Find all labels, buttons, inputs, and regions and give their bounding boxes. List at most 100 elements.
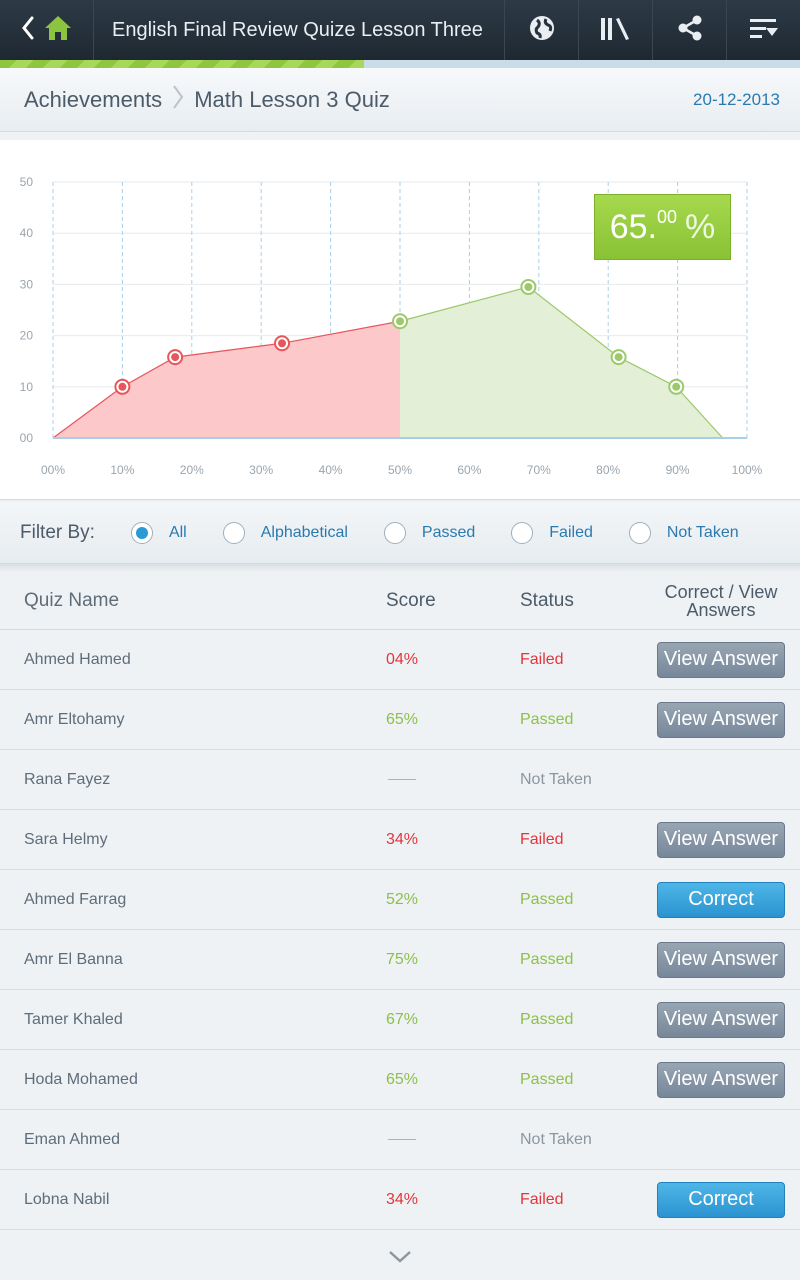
lesson-progress-bar bbox=[0, 60, 800, 68]
table-row: Lobna Nabil 34% Failed Correct bbox=[0, 1170, 800, 1230]
header-score: Score bbox=[386, 589, 436, 611]
quiz-name-cell: Ahmed Farrag bbox=[24, 890, 127, 908]
x-tick-label: 40% bbox=[319, 463, 343, 477]
status-cell: Passed bbox=[520, 1070, 574, 1088]
divider bbox=[0, 564, 800, 572]
load-more-button[interactable] bbox=[384, 1246, 416, 1268]
correct-button[interactable]: Correct bbox=[657, 1181, 785, 1218]
header-status: Status bbox=[520, 589, 574, 611]
status-cell: Failed bbox=[520, 650, 564, 668]
status-cell: Failed bbox=[520, 830, 564, 848]
share-icon bbox=[676, 14, 704, 47]
globe-icon bbox=[528, 14, 556, 47]
library-icon bbox=[599, 14, 633, 47]
home-icon bbox=[43, 14, 73, 47]
status-cell: Passed bbox=[520, 710, 574, 728]
sort-menu-icon bbox=[748, 14, 780, 47]
quiz-name-cell: Tamer Khaled bbox=[24, 1010, 123, 1028]
filter-failed[interactable]: Failed bbox=[511, 521, 593, 544]
filter-option-label: Passed bbox=[421, 523, 476, 541]
y-tick-label: 10 bbox=[20, 380, 34, 394]
x-tick-label: 00% bbox=[41, 463, 65, 477]
table-row: Tamer Khaled 67% Passed View Answer bbox=[0, 990, 800, 1050]
radio-icon bbox=[130, 521, 153, 544]
library-button[interactable] bbox=[578, 0, 652, 60]
view-answer-button[interactable]: View Answer bbox=[657, 701, 785, 738]
score-value: 52% bbox=[386, 890, 419, 908]
no-score-dash bbox=[388, 778, 416, 780]
table-row: Rana Fayez Not Taken bbox=[0, 750, 800, 810]
filter-option-label: Failed bbox=[549, 523, 593, 541]
table-row: Ahmed Hamed 04% Failed View Answer bbox=[0, 630, 800, 690]
score-cell: 04% bbox=[360, 651, 494, 669]
series-area-0 bbox=[53, 321, 400, 438]
score-whole: 65. bbox=[609, 207, 657, 246]
radio-icon bbox=[511, 521, 534, 544]
average-score-badge: 65. 00% bbox=[594, 194, 731, 260]
chevron-down-icon bbox=[384, 1251, 416, 1272]
data-point-core bbox=[278, 339, 287, 348]
score-distribution-chart: 00 10 20 30 40 50 00% 10% 20% 30% 40% 50% 60% 70% 80% 9… bbox=[0, 140, 800, 500]
filter-label: Filter By: bbox=[20, 521, 95, 543]
breadcrumb-separator-icon bbox=[172, 84, 184, 115]
quiz-name-cell: Amr Eltohamy bbox=[24, 710, 125, 728]
status-cell: Passed bbox=[520, 1010, 574, 1028]
y-tick-label: 20 bbox=[20, 329, 34, 343]
x-tick-label: 90% bbox=[666, 463, 690, 477]
filter-passed[interactable]: Passed bbox=[383, 521, 476, 544]
breadcrumb-current: Math Lesson 3 Quiz bbox=[194, 86, 390, 112]
breadcrumb-achievements[interactable]: Achievements bbox=[24, 86, 163, 112]
action-cell: View Answer bbox=[642, 1061, 800, 1098]
quiz-name-cell: Lobna Nabil bbox=[24, 1190, 110, 1208]
page-title: English Final Review Quize Lesson Three bbox=[112, 18, 483, 41]
score-value: 34% bbox=[386, 830, 419, 848]
view-answer-button[interactable]: View Answer bbox=[657, 1001, 785, 1038]
sort-menu-button[interactable] bbox=[726, 0, 800, 60]
top-bar: English Final Review Quize Lesson Three bbox=[0, 0, 800, 60]
score-decimal: 00 bbox=[657, 206, 678, 227]
filter-not-taken[interactable]: Not Taken bbox=[628, 521, 739, 544]
table-header: Quiz Name Score Status Correct / View An… bbox=[0, 572, 800, 630]
score-cell: 52% bbox=[360, 891, 494, 909]
action-cell: Correct bbox=[642, 1181, 800, 1218]
view-answer-button[interactable]: View Answer bbox=[657, 641, 785, 678]
correct-button[interactable]: Correct bbox=[657, 881, 785, 918]
action-cell: View Answer bbox=[642, 701, 800, 738]
radio-icon bbox=[628, 521, 651, 544]
score-value: 65% bbox=[386, 1070, 419, 1088]
globe-button[interactable] bbox=[504, 0, 578, 60]
score-cell: 75% bbox=[360, 951, 494, 969]
header-quiz-name: Quiz Name bbox=[24, 589, 120, 611]
filter-all[interactable]: All bbox=[130, 521, 187, 544]
quiz-name-cell: Hoda Mohamed bbox=[24, 1070, 138, 1088]
view-answer-button[interactable]: View Answer bbox=[657, 1061, 785, 1098]
data-point-core bbox=[118, 382, 127, 391]
table-row: Amr Eltohamy 65% Passed View Answer bbox=[0, 690, 800, 750]
y-tick-label: 50 bbox=[20, 175, 34, 189]
status-cell: Passed bbox=[520, 950, 574, 968]
data-point-core bbox=[672, 382, 681, 391]
action-cell: View Answer bbox=[642, 1001, 800, 1038]
score-value: 67% bbox=[386, 1010, 419, 1028]
quiz-name-cell: Sara Helmy bbox=[24, 830, 108, 848]
score-value: 34% bbox=[386, 1190, 419, 1208]
x-tick-label: 70% bbox=[527, 463, 551, 477]
back-home-button[interactable] bbox=[0, 0, 94, 60]
x-tick-label: 30% bbox=[249, 463, 273, 477]
share-button[interactable] bbox=[652, 0, 726, 60]
score-cell: 65% bbox=[360, 711, 494, 729]
quiz-results-table: Quiz Name Score Status Correct / View An… bbox=[0, 572, 800, 1230]
view-answer-button[interactable]: View Answer bbox=[657, 821, 785, 858]
filter-bar: Filter By: All Alphabetical Passed Faile… bbox=[0, 502, 800, 564]
y-tick-label: 40 bbox=[20, 226, 34, 240]
filter-alphabetical[interactable]: Alphabetical bbox=[222, 521, 348, 544]
action-cell: View Answer bbox=[642, 641, 800, 678]
header-action: Correct / View Answers bbox=[642, 583, 800, 619]
table-row: Sara Helmy 34% Failed View Answer bbox=[0, 810, 800, 870]
header-action-line1: Correct / View bbox=[664, 581, 778, 602]
y-tick-label: 30 bbox=[20, 277, 34, 291]
data-point-core bbox=[171, 353, 180, 362]
view-answer-button[interactable]: View Answer bbox=[657, 941, 785, 978]
lesson-progress-fill bbox=[0, 60, 364, 68]
table-row: Amr El Banna 75% Passed View Answer bbox=[0, 930, 800, 990]
